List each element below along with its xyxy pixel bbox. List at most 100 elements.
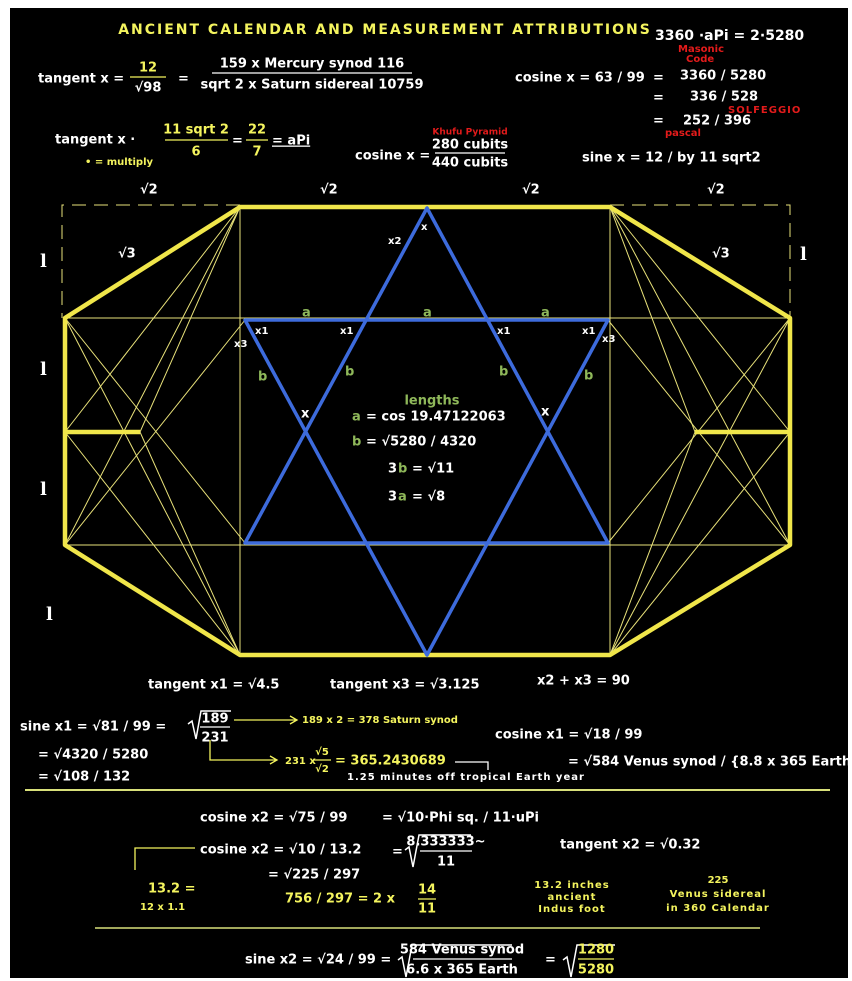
formula: = √4320 / 5280: [38, 748, 148, 763]
angle-label: x3: [602, 334, 615, 345]
angle-label: x3: [234, 339, 247, 350]
formula: = √584 Venus synod / {8.8 x 365 Earth}: [568, 755, 852, 770]
formula: = √108 / 132: [38, 770, 130, 785]
formula: 13.2 =: [148, 882, 196, 897]
formula: = cos 19.47122063: [366, 410, 506, 425]
label: √2: [707, 183, 725, 198]
formula: cosine x1 = √18 / 99: [495, 728, 642, 743]
result: = aPi: [272, 134, 310, 149]
angle-label: x1: [340, 326, 353, 337]
bottom-formulas: tangent x1 = √4.5 tangent x3 = √3.125 x2…: [20, 674, 852, 978]
note: Indus foot: [538, 904, 605, 915]
background: [10, 8, 848, 978]
value: 3360 / 5280: [680, 69, 766, 84]
denominator: 6: [191, 145, 200, 160]
side-label: a: [302, 306, 311, 321]
formula: = √10·Phi sq. / 11·uPi: [382, 811, 539, 826]
numerator: 11 sqrt 2: [163, 123, 229, 138]
heading: lengths: [404, 394, 459, 409]
label: √2: [320, 183, 338, 198]
connector: [455, 761, 489, 770]
note: ancient: [548, 892, 597, 903]
note: 13.2 inches: [534, 880, 609, 891]
label: √3: [712, 247, 730, 262]
arrow: [209, 740, 279, 765]
note: in 360 Calendar: [666, 903, 770, 914]
caption: Masonic: [678, 44, 724, 55]
symbol: a: [398, 490, 407, 505]
numerator: 22: [248, 123, 266, 138]
numerator: 159 x Mercury synod 116: [220, 57, 404, 72]
angle-label: x1: [497, 326, 510, 337]
formula: cosine x2 = √75 / 99: [200, 811, 347, 826]
angle-label: x: [421, 222, 428, 233]
label: l: [46, 604, 53, 625]
symbol: a: [352, 410, 361, 425]
equation: 3360 ·aPi = 2·5280: [655, 28, 804, 44]
formula: = √5280 / 4320: [366, 435, 476, 450]
note: 189 x 2 = 378 Saturn synod: [302, 715, 458, 726]
caption: SOLFEGGIO: [728, 105, 801, 116]
diagram-labels: √2 √2 √2 √2 √3 √3 l l l l l x x2 x1 x1 x…: [40, 183, 807, 626]
numerator: 280 cubits: [432, 138, 509, 153]
denominator: 5280: [578, 963, 614, 978]
formula: tangent x2 = √0.32: [560, 838, 700, 853]
formula: tangent x =: [38, 72, 124, 87]
symbol: b: [398, 462, 407, 477]
numerator: 189: [201, 712, 228, 727]
angle-label: x1: [255, 326, 268, 337]
formula: = √8: [412, 490, 445, 505]
caption: Code: [686, 54, 714, 65]
side-labels: a a a b b b b lengths a b b a: [258, 306, 593, 505]
note: Venus sidereal: [670, 889, 767, 900]
radical: [404, 834, 471, 868]
lengths: = cos 19.47122063 = √5280 / 4320 3 = √11…: [366, 410, 506, 505]
label: l: [40, 479, 47, 500]
side-label: b: [584, 369, 593, 384]
label: l: [40, 251, 47, 272]
numerator: 8.333333~: [406, 835, 485, 850]
value: 336 / 528: [690, 90, 758, 105]
caption: pascal: [665, 128, 701, 139]
denominator: 440 cubits: [432, 156, 509, 171]
note: • = multiply: [85, 157, 153, 168]
title: ANCIENT CALENDAR AND MEASUREMENT ATTRIBU…: [118, 22, 652, 38]
formula: sine x1 = √81 / 99 =: [20, 720, 166, 735]
coefficient: 3: [388, 490, 397, 505]
numerator: 1280: [578, 943, 614, 958]
formula: 231 x: [285, 756, 316, 767]
coefficient: 3: [388, 462, 397, 477]
label: l: [40, 359, 47, 380]
formula: 756 / 297 = 2 x: [285, 892, 396, 907]
label: l: [800, 244, 807, 265]
radical: [562, 944, 615, 978]
numerator: √5: [315, 746, 329, 758]
formula: sine x = 12 / by 11 sqrt2: [582, 151, 761, 166]
formula: cosine x = 63 / 99: [515, 71, 645, 86]
note: 1.25 minutes off tropical Earth year: [347, 772, 585, 783]
formula: tangent x ·: [55, 133, 135, 148]
numerator: 584 Venus synod: [400, 943, 524, 958]
equals: =: [392, 845, 403, 860]
arrow: [234, 715, 299, 725]
equals: =: [232, 134, 243, 149]
denominator: 11: [418, 902, 436, 917]
equals: =: [653, 71, 664, 86]
formula: tangent x3 = √3.125: [330, 678, 480, 693]
note: 225: [708, 875, 729, 886]
side-label: b: [258, 370, 267, 385]
denominator: √2: [315, 763, 329, 775]
formula: = 365.2430689: [335, 754, 446, 769]
formula: x2 + x3 = 90: [537, 674, 630, 689]
radical: [187, 710, 231, 740]
value: 252 / 396: [683, 114, 751, 129]
caption: Khufu Pyramid: [432, 128, 507, 138]
diagram-lines: [61, 204, 793, 658]
denominator: 231: [201, 731, 228, 746]
side-label: b: [345, 365, 354, 380]
side-label: b: [499, 365, 508, 380]
label: √3: [118, 247, 136, 262]
angle-label: x: [301, 407, 310, 422]
angle-label: x2: [388, 236, 401, 247]
